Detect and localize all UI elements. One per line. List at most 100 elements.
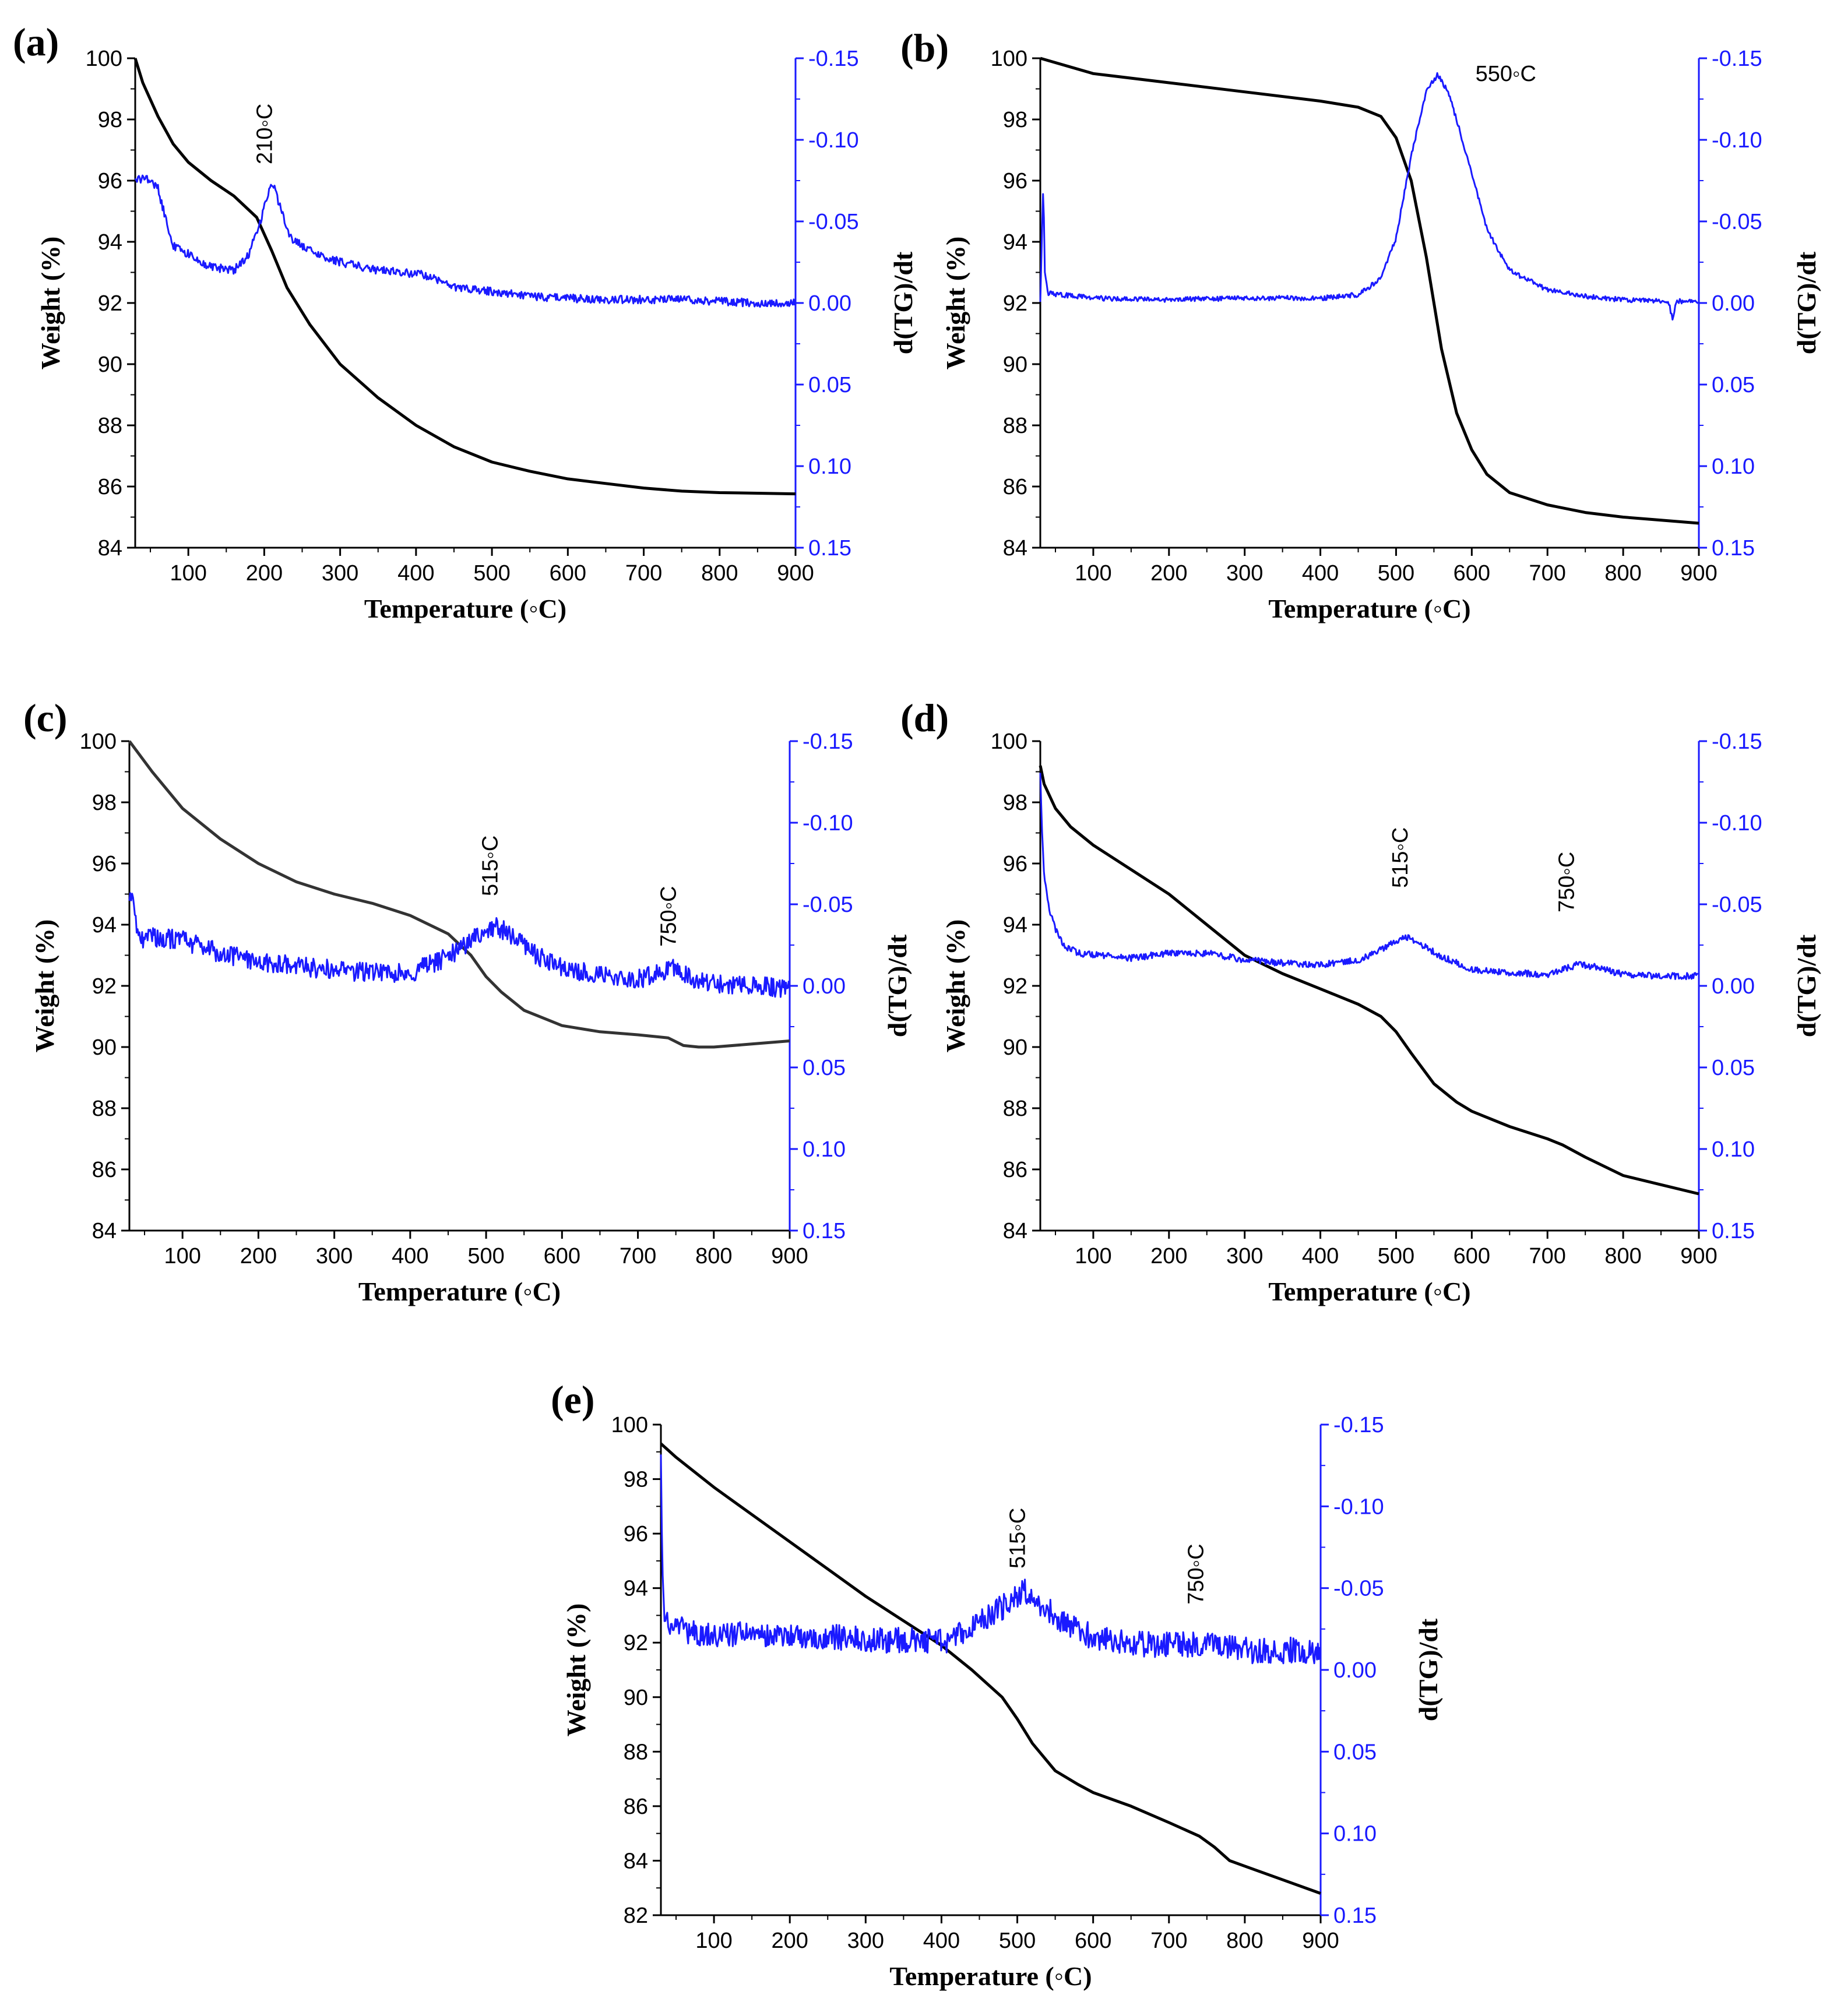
- y-tick-label: 82: [624, 1904, 648, 1928]
- x-tick-label: 600: [550, 561, 586, 586]
- x-axis-title: Temperature (◦C): [889, 1961, 1092, 1991]
- panel-e: (e) 100 200 300 400 500 600 700 800 900 82 84 86 88 90…: [551, 1377, 1443, 1991]
- x-tick-label: 200: [240, 1244, 277, 1268]
- x-tick-label: 300: [847, 1929, 884, 1953]
- y-tick-label: 88: [92, 1097, 117, 1121]
- y2-tick-label: 0.15: [808, 536, 851, 561]
- x-tick-label: 300: [316, 1244, 353, 1268]
- dtg-series-line: [1039, 773, 1699, 981]
- y2-tick-label: -0.15: [1333, 1413, 1384, 1437]
- x-tick-label: 900: [1680, 561, 1717, 586]
- y2-tick-label: 0.05: [1712, 373, 1755, 397]
- y-tick-label: 86: [1003, 475, 1027, 499]
- y-tick-label: 88: [98, 414, 122, 438]
- y2-axis-title: d(TG)/dt: [888, 251, 918, 354]
- y-tick-label: 100: [86, 47, 122, 71]
- y-tick-label: 98: [92, 791, 117, 815]
- y-tick-label: 94: [98, 230, 122, 255]
- dtg-series-line: [660, 1454, 1321, 1665]
- y2-tick-label: 0.05: [808, 373, 851, 397]
- y2-axis-title: d(TG)/dt: [1413, 1618, 1443, 1721]
- y2-tick-label: -0.15: [1712, 47, 1762, 71]
- y-tick-label: 84: [624, 1849, 648, 1873]
- y2-tick-label: -0.15: [803, 729, 853, 754]
- y-axis-title: Weight (%): [941, 237, 970, 370]
- x-tick-label: 700: [1529, 1244, 1566, 1268]
- panel-label: (c): [23, 696, 67, 740]
- y-tick-label: 98: [1003, 791, 1027, 815]
- x-tick-label: 500: [1378, 561, 1414, 586]
- y-tick-label: 92: [92, 974, 117, 999]
- x-tick-label: 500: [467, 1244, 504, 1268]
- y2-tick-label: 0.10: [1712, 454, 1755, 479]
- y-tick-label: 86: [98, 475, 122, 499]
- panel-b: (b) 100 200 300 400 500 600 700 800 900 84 86 88 90 92…: [900, 26, 1821, 623]
- y2-tick-label: 0.10: [808, 454, 851, 479]
- weight-series-line: [1040, 57, 1699, 525]
- y2-tick-label: -0.05: [1712, 210, 1762, 234]
- y-tick-label: 90: [1003, 1035, 1027, 1060]
- y-tick-label: 86: [1003, 1158, 1027, 1182]
- y2-tick-label: -0.05: [1333, 1577, 1384, 1601]
- x-tick-label: 400: [392, 1244, 428, 1268]
- y-tick-label: 98: [98, 108, 122, 132]
- y2-tick-label: 0.00: [1333, 1658, 1377, 1683]
- y-tick-label: 94: [624, 1577, 648, 1601]
- x-tick-label: 500: [999, 1929, 1036, 1953]
- y-tick-label: 88: [1003, 1097, 1027, 1121]
- y-tick-label: 92: [1003, 291, 1027, 316]
- panel-a: (a) 100 200 300 400 500 600 700 800 900 84 86 88 90 92…: [13, 20, 918, 623]
- y2-tick-label: 0.00: [1712, 291, 1755, 316]
- x-tick-label: 300: [1226, 1244, 1263, 1268]
- y2-tick-label: -0.05: [1712, 893, 1762, 917]
- x-tick-label: 700: [625, 561, 662, 586]
- peak-annotation: 515◦C: [1006, 1508, 1030, 1569]
- x-tick-label: 800: [701, 561, 738, 586]
- peak-annotation: 515◦C: [478, 836, 503, 896]
- y2-tick-label: -0.05: [808, 210, 859, 234]
- x-tick-label: 800: [1604, 1244, 1641, 1268]
- y2-tick-label: 0.10: [1333, 1822, 1377, 1846]
- y2-tick-label: 0.15: [1712, 536, 1755, 561]
- y2-tick-label: 0.05: [803, 1056, 846, 1080]
- x-tick-label: 200: [246, 561, 283, 586]
- x-axis-title: Temperature (◦C): [364, 594, 566, 623]
- x-tick-label: 400: [1302, 1244, 1339, 1268]
- peak-annotation: 750◦C: [1184, 1543, 1208, 1604]
- y-tick-label: 100: [991, 47, 1027, 71]
- y2-tick-label: -0.10: [803, 811, 853, 836]
- peak-annotation: 515◦C: [1388, 827, 1413, 888]
- y2-axis-title: d(TG)/dt: [1792, 934, 1821, 1037]
- y-axis-title: Weight (%): [36, 237, 65, 370]
- x-tick-label: 800: [1604, 561, 1641, 586]
- y-tick-label: 96: [624, 1522, 648, 1546]
- y-tick-label: 90: [624, 1686, 648, 1710]
- y-tick-label: 84: [98, 536, 122, 561]
- x-tick-label: 600: [544, 1244, 580, 1268]
- x-tick-label: 700: [1529, 561, 1566, 586]
- y-tick-label: 100: [611, 1413, 648, 1437]
- x-tick-label: 200: [1150, 1244, 1187, 1268]
- y-tick-label: 94: [1003, 230, 1027, 255]
- y-tick-label: 86: [624, 1795, 648, 1819]
- y2-tick-label: -0.10: [1712, 811, 1762, 836]
- y2-tick-label: -0.10: [1712, 128, 1762, 153]
- y2-tick-label: -0.15: [808, 47, 859, 71]
- x-tick-label: 600: [1454, 1244, 1490, 1268]
- y-tick-label: 96: [1003, 852, 1027, 876]
- x-tick-label: 500: [1378, 1244, 1414, 1268]
- y2-axis-title: d(TG)/dt: [1792, 251, 1821, 354]
- panel-label: (d): [900, 696, 949, 740]
- y2-tick-label: 0.05: [1333, 1740, 1377, 1764]
- y2-tick-label: 0.00: [1712, 974, 1755, 999]
- panel-d: (d) 100 200 300 400 500 600 700 800 900 84 86 88 90 92…: [900, 696, 1821, 1306]
- y2-tick-label: -0.15: [1712, 729, 1762, 754]
- y-tick-label: 100: [991, 729, 1027, 754]
- x-tick-label: 100: [1075, 1244, 1111, 1268]
- y-axis-title: Weight (%): [561, 1603, 591, 1737]
- y2-tick-label: -0.05: [803, 893, 853, 917]
- y2-tick-label: 0.05: [1712, 1056, 1755, 1080]
- x-tick-label: 600: [1075, 1929, 1111, 1953]
- x-axis-title: Temperature (◦C): [358, 1277, 561, 1306]
